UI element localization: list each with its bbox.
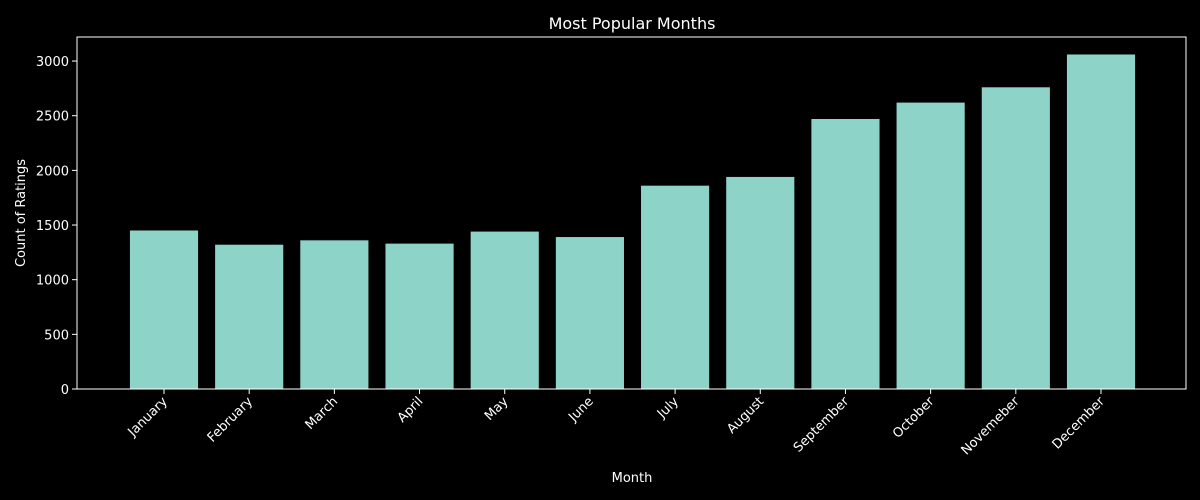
bar-april [385,243,454,389]
bar-novemeber [981,87,1050,389]
bar-december [1066,54,1136,390]
bar-june [555,237,624,389]
plot-frame [76,36,1187,390]
y-tick-label: 1500 [36,219,69,234]
y-tick-label: 2500 [36,110,69,125]
bar-may [470,231,539,389]
x-axis-label: Month [612,471,653,486]
y-tick-label: 0 [61,383,69,398]
y-axis-label: Count of Ratings [14,159,29,267]
bar-august [726,176,795,389]
bar-february [215,244,284,389]
bar-march [300,240,369,389]
bar-october [896,102,965,389]
y-axis-ticks: 0 500 1000 1500 2000 2500 3000 [36,55,77,398]
y-tick-label: 3000 [36,55,69,70]
bars-group [129,54,1136,390]
y-tick-label: 500 [44,328,69,343]
bar-january [129,230,199,389]
bar-july [641,185,710,389]
y-tick-label: 1000 [36,274,69,289]
y-tick-label: 2000 [36,164,69,179]
bar-september [811,118,880,390]
chart-title: Most Popular Months [549,14,716,33]
